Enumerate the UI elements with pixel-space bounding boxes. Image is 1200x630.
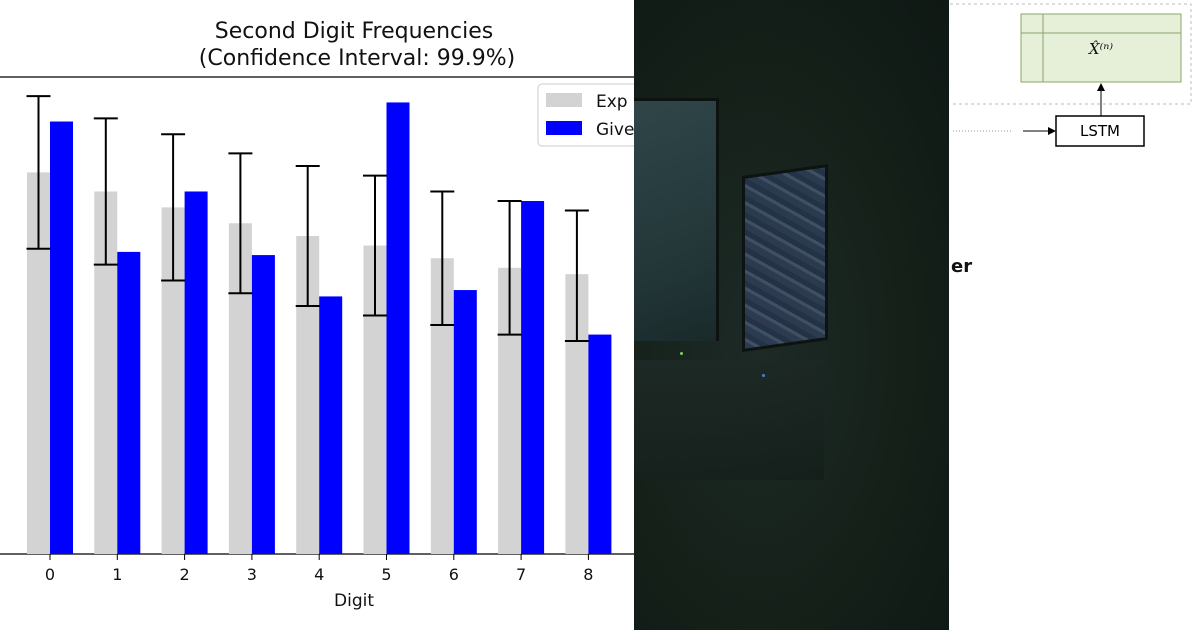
- x-ticks-layer: 0 1 2 3 4 5 6 7 8: [45, 554, 593, 584]
- legend: Exp Give: [537, 83, 634, 147]
- bar-given-4: [319, 296, 343, 554]
- errorbar-4: [295, 165, 320, 307]
- bar-given-0: [50, 121, 73, 555]
- bar-given-8: [588, 334, 612, 554]
- bar-given-3: [251, 255, 275, 554]
- errorbar-8: [564, 209, 589, 342]
- bar-expected-4: [296, 236, 320, 554]
- bar-given-2: [184, 191, 208, 555]
- output-box: [1020, 13, 1182, 83]
- lstm-box: [1055, 115, 1145, 147]
- chart-subtitle: (Confidence Interval: 99.9%): [199, 46, 515, 71]
- bar-given-7: [521, 201, 545, 554]
- x-tick-label-6: 6: [449, 565, 459, 584]
- bar-expected-0: [27, 172, 50, 554]
- desk-shape: [634, 360, 824, 480]
- blue-led-dot: [762, 374, 765, 377]
- bars-layer: [27, 102, 612, 555]
- errorbar-0: [26, 95, 51, 250]
- legend-swatch-expected: [546, 93, 582, 107]
- errorbar-7: [497, 200, 522, 336]
- x-tick-label-7: 7: [516, 565, 526, 584]
- errorbar-2: [161, 133, 186, 282]
- errorbar-1: [93, 117, 118, 266]
- bar-expected-6: [430, 258, 454, 554]
- bar-given-1: [117, 251, 141, 554]
- monitor-left-shape: [634, 98, 719, 341]
- legend-swatch-given: [546, 121, 582, 135]
- bar-expected-2: [161, 207, 185, 554]
- bar-expected-7: [498, 267, 522, 554]
- errorbars-layer: [26, 95, 589, 342]
- diagram-panel: X̂⁽ⁿ⁾ LSTM er: [949, 0, 1200, 630]
- bar-given-5: [386, 102, 410, 554]
- x-tick-label-2: 2: [180, 565, 190, 584]
- x-tick-label-1: 1: [112, 565, 122, 584]
- bar-expected-5: [363, 245, 387, 555]
- legend-label-expected: Exp: [596, 92, 628, 112]
- lstm-label: LSTM: [1080, 122, 1120, 140]
- green-led-dot: [680, 352, 683, 355]
- chart-panel: Second Digit Frequencies (Confidence Int…: [0, 19, 634, 611]
- bar-expected-8: [565, 274, 589, 554]
- dashed-frame: [950, 3, 1192, 105]
- monitor-right-shape: [742, 163, 828, 353]
- errorbar-6: [430, 190, 455, 327]
- x-axis-label: Digit: [334, 591, 374, 611]
- bar-given-6: [453, 290, 477, 554]
- x-tick-label-0: 0: [45, 565, 55, 584]
- chart-title: Second Digit Frequencies: [215, 19, 493, 44]
- partial-text: er: [951, 256, 973, 277]
- desk-monitors-photo: [634, 0, 949, 630]
- bar-expected-1: [94, 191, 118, 555]
- errorbar-5: [363, 174, 387, 317]
- output-label: X̂⁽ⁿ⁾: [1088, 40, 1114, 58]
- lstm-diagram: [950, 3, 1192, 147]
- x-tick-label-3: 3: [247, 565, 257, 584]
- errorbar-3: [228, 152, 253, 295]
- bar-chart: Second Digit Frequencies (Confidence Int…: [0, 19, 634, 611]
- bar-expected-3: [228, 223, 252, 554]
- x-tick-label-5: 5: [381, 565, 391, 584]
- x-tick-label-8: 8: [583, 565, 593, 584]
- x-tick-label-4: 4: [314, 565, 324, 584]
- legend-label-given: Give: [596, 120, 634, 140]
